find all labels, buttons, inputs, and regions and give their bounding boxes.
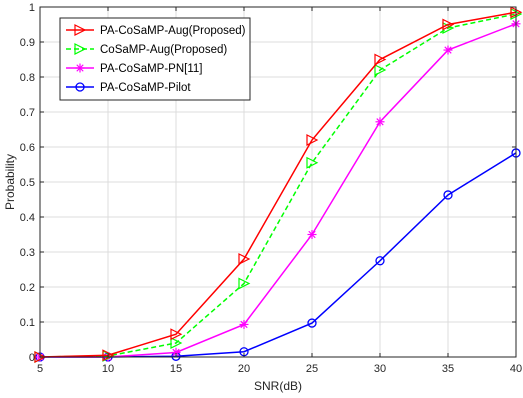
data-point — [375, 256, 385, 266]
series-line — [40, 152, 517, 358]
legend: PA-CoSaMP-Aug(Proposed) CoSaMP-Aug(Propos… — [59, 17, 251, 101]
y-tick-label: 0.8 — [20, 72, 35, 84]
y-tick-label: 0.5 — [20, 177, 35, 189]
y-axis-ticks: 0 0.1 0.2 0.3 0.4 0.5 0.6 0.7 0.8 0.9 1 — [20, 2, 516, 364]
legend-item: PA-CoSaMP-Aug(Proposed) — [66, 24, 246, 37]
data-point — [306, 156, 319, 169]
data-point — [443, 190, 453, 200]
data-point — [170, 337, 183, 349]
y-tick-label: 0.9 — [20, 37, 35, 49]
x-axis-label: SNR(dB) — [254, 379, 302, 393]
x-tick-label: 25 — [306, 363, 318, 375]
y-tick-label: 0.7 — [20, 107, 35, 119]
x-tick-label: 20 — [238, 363, 250, 375]
x-tick-label: 5 — [37, 363, 43, 375]
data-point — [443, 45, 453, 55]
series-line — [39, 13, 517, 358]
data-point — [442, 18, 455, 31]
legend-marker — [74, 24, 87, 36]
data-point — [375, 117, 385, 127]
x-tick-label: 35 — [442, 363, 454, 375]
y-tick-label: 0.4 — [20, 212, 35, 224]
y-axis-label: Probability — [3, 154, 17, 210]
legend-label: PA-CoSaMP-Pilot — [100, 82, 191, 94]
legend-item: CoSaMP-Aug(Proposed) — [66, 43, 227, 56]
legend-marker — [75, 82, 85, 92]
data-point — [307, 318, 317, 328]
legend-marker — [75, 63, 85, 73]
data-point — [102, 349, 115, 362]
x-tick-label: 10 — [102, 363, 114, 375]
data-point — [171, 347, 181, 357]
y-tick-label: 0.6 — [20, 142, 35, 154]
legend-item: PA-CoSaMP-PN[11] — [66, 63, 202, 75]
data-point — [307, 230, 317, 239]
data-point — [374, 53, 387, 66]
legend-label: PA-CoSaMP-Aug(Proposed) — [100, 25, 246, 37]
data-point — [239, 319, 249, 329]
x-tick-label: 30 — [374, 363, 386, 375]
y-tick-label: 0.1 — [20, 317, 35, 329]
data-point — [238, 277, 251, 290]
legend-label: PA-CoSaMP-PN[11] — [100, 63, 202, 75]
x-tick-label: 40 — [510, 363, 522, 375]
data-point — [374, 64, 387, 76]
legend-marker — [74, 43, 87, 55]
x-axis-ticks: 5 10 15 20 25 30 35 40 — [37, 7, 522, 375]
y-tick-label: 0.2 — [20, 282, 35, 294]
x-tick-label: 15 — [170, 363, 182, 375]
series-line — [39, 11, 517, 358]
data-point — [238, 253, 251, 265]
legend-item: PA-CoSaMP-Pilot — [66, 82, 191, 94]
y-tick-label: 1 — [29, 2, 35, 14]
series-1 — [34, 6, 523, 363]
y-tick-label: 0.3 — [20, 247, 35, 259]
series-layer — [34, 6, 523, 363]
grid-lines — [39, 6, 517, 358]
series-4 — [35, 148, 521, 362]
series-line — [40, 23, 517, 358]
data-point — [306, 134, 319, 146]
legend-label: CoSaMP-Aug(Proposed) — [100, 44, 227, 56]
data-point — [170, 328, 183, 341]
y-tick-label: 0 — [29, 352, 35, 364]
